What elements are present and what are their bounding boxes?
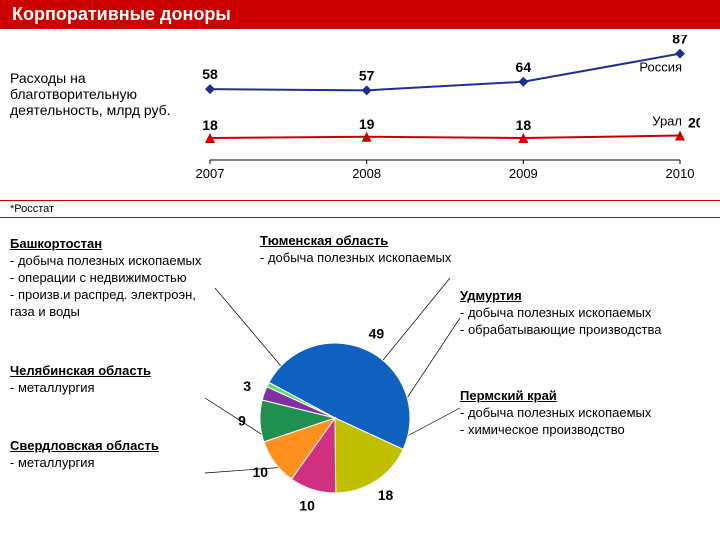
region-item: - обрабатывающие производства [460,322,710,339]
svg-text:9: 9 [238,413,246,429]
region-item: - добыча полезных ископаемых [260,250,510,267]
svg-text:57: 57 [359,67,375,83]
svg-text:2008: 2008 [352,166,381,180]
upper-section: Расходы на благотворительную деятельност… [0,30,720,200]
region-item: - металлургия [10,455,210,472]
region-chelyabinsk: Челябинская область - металлургия [10,363,210,397]
svg-text:10: 10 [299,497,315,513]
svg-text:64: 64 [516,59,532,75]
region-item: - добыча полезных ископаемых [10,253,240,270]
svg-text:18: 18 [516,117,532,133]
region-item: - добыча полезных ископаемых [460,405,710,422]
page-title: Корпоративные доноры [0,0,720,30]
region-udmurtia: Удмуртия - добыча полезных ископаемых - … [460,288,710,339]
pie-chart: 49 18 10 10 9 3 [200,278,470,528]
footnote: *Росстат [0,200,720,218]
svg-text:87: 87 [672,35,688,47]
region-item: - химическое производство [460,422,710,439]
region-title: Челябинская область [10,363,210,380]
region-title: Тюменская область [260,233,510,250]
svg-text:Урал: Урал [652,114,682,129]
svg-text:20: 20 [688,115,700,131]
svg-text:3: 3 [243,378,251,394]
region-item: - добыча полезных ископаемых [460,305,710,322]
svg-text:58: 58 [202,66,218,82]
svg-text:10: 10 [252,464,268,480]
lower-section: Башкортостан - добыча полезных ископаемы… [0,218,720,548]
svg-text:18: 18 [202,117,218,133]
region-perm: Пермский край - добыча полезных ископаем… [460,388,710,439]
chart-y-label: Расходы на благотворительную деятельност… [10,70,190,118]
line-chart: 2007 2008 2009 2010 58 57 64 87 Россия 18 19 18 20 Ур… [190,35,700,180]
svg-text:49: 49 [369,325,385,341]
svg-text:2007: 2007 [196,166,225,180]
region-title: Свердловская область [10,438,210,455]
region-sverdlovsk: Свердловская область - металлургия [10,438,210,472]
region-title: Удмуртия [460,288,710,305]
svg-text:2010: 2010 [666,166,695,180]
region-item: - металлургия [10,380,210,397]
region-title: Башкортостан [10,236,240,253]
svg-text:19: 19 [359,116,375,132]
region-title: Пермский край [460,388,710,405]
svg-text:Россия: Россия [639,60,682,75]
svg-text:2009: 2009 [509,166,538,180]
svg-text:18: 18 [378,487,394,503]
region-tyumen: Тюменская область - добыча полезных иско… [260,233,510,267]
